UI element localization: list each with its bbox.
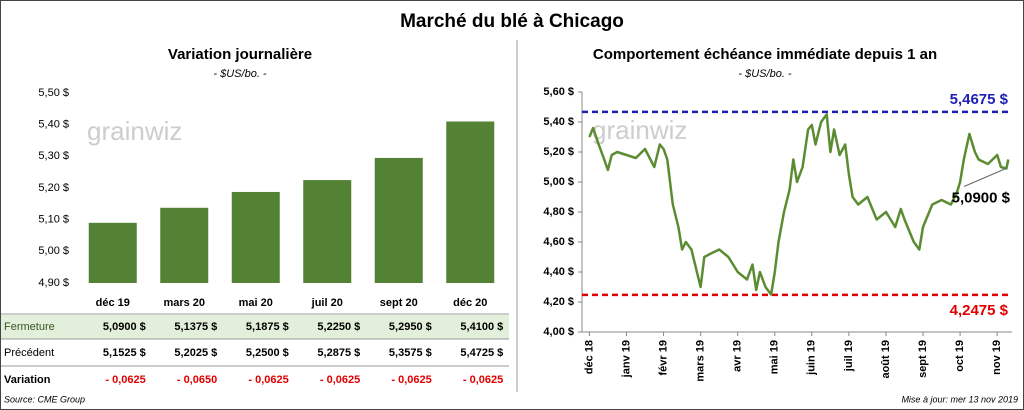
x-tick-label: déc 18: [583, 340, 595, 374]
x-tick-label: nov 19: [991, 340, 1003, 375]
x-tick-label: juil 19: [843, 340, 855, 372]
bar: [446, 121, 495, 283]
table-cell: 5,2250 $: [317, 321, 360, 333]
bar: [160, 207, 209, 283]
y-tick-label: 5,20 $: [543, 146, 574, 158]
x-tick-label: mars 19: [695, 340, 707, 382]
y-tick-label: 5,20 $: [38, 182, 69, 194]
y-tick-label: 4,60 $: [543, 236, 574, 248]
y-tick-label: 5,60 $: [543, 86, 574, 98]
x-tick-label: juin 19: [806, 340, 818, 376]
watermark: grainwiz: [592, 115, 687, 145]
table-highlight: [1, 315, 509, 339]
y-tick-label: 4,00 $: [543, 326, 574, 338]
table-cell: 5,2025 $: [174, 347, 217, 359]
x-tick-label: août 19: [880, 340, 892, 379]
reference-label: 5,4675 $: [950, 91, 1009, 108]
chart-title: Comportement échéance immédiate depuis 1…: [593, 46, 937, 63]
y-tick-label: 4,90 $: [38, 277, 69, 289]
x-tick-label: sept 20: [380, 297, 418, 309]
table-cell: 5,3575 $: [389, 347, 432, 359]
table-cell: 5,4100 $: [460, 321, 503, 333]
x-tick-label: janv 19: [620, 340, 632, 378]
bar: [374, 157, 423, 283]
x-tick-label: déc 19: [96, 297, 130, 309]
y-tick-label: 4,80 $: [543, 206, 574, 218]
x-tick-label: févr 19: [657, 340, 669, 375]
table-cell: 5,1525 $: [103, 347, 146, 359]
y-tick-label: 5,10 $: [38, 214, 69, 226]
table-cell: 5,4725 $: [460, 347, 503, 359]
line-series: [588, 113, 1010, 296]
table-cell: - 0,0625: [105, 374, 145, 386]
y-tick-label: 5,00 $: [543, 176, 574, 188]
x-tick-label: mai 20: [239, 297, 273, 309]
y-tick-label: 5,50 $: [38, 87, 69, 99]
row-label: Variation: [4, 374, 51, 386]
annotation-pointer: [963, 168, 1007, 187]
annotation-label: 5,0900 $: [952, 189, 1011, 206]
x-tick-label: avr 19: [732, 340, 744, 372]
page-title: Marché du blé à Chicago: [400, 11, 624, 32]
x-tick-label: mai 19: [769, 340, 781, 374]
row-label: Fermeture: [4, 321, 55, 333]
table-cell: 5,2875 $: [317, 347, 360, 359]
y-tick-label: 5,40 $: [38, 119, 69, 131]
table-cell: 5,1375 $: [174, 321, 217, 333]
bar: [88, 222, 137, 283]
y-tick-label: 5,00 $: [38, 245, 69, 257]
watermark: grainwiz: [87, 116, 182, 146]
y-tick-label: 5,30 $: [38, 150, 69, 162]
table-cell: - 0,0625: [463, 374, 503, 386]
table-cell: - 0,0625: [248, 374, 288, 386]
y-tick-label: 4,20 $: [543, 296, 574, 308]
x-tick-label: oct 19: [954, 340, 966, 372]
table-cell: 5,2950 $: [389, 321, 432, 333]
row-label: Précédent: [4, 347, 54, 359]
y-tick-label: 5,40 $: [543, 116, 574, 128]
x-tick-label: sept 19: [917, 340, 929, 378]
updated: Mise à jour: mer 13 nov 2019: [901, 394, 1018, 404]
table-cell: 5,0900 $: [103, 321, 146, 333]
x-tick-label: déc 20: [453, 297, 487, 309]
x-tick-label: mars 20: [163, 297, 205, 309]
table-cell: 5,2500 $: [246, 347, 289, 359]
reference-label: 4,2475 $: [950, 302, 1009, 319]
chart-subtitle: - $US/bo. -: [213, 68, 267, 80]
source: Source: CME Group: [4, 394, 85, 404]
table-cell: - 0,0625: [320, 374, 360, 386]
bar: [303, 180, 352, 283]
x-tick-label: juil 20: [311, 297, 343, 309]
table-cell: - 0,0625: [391, 374, 431, 386]
table-cell: 5,1875 $: [246, 321, 289, 333]
y-tick-label: 4,40 $: [543, 266, 574, 278]
bar: [231, 191, 280, 283]
chart-subtitle: - $US/bo. -: [738, 68, 792, 80]
chart-title: Variation journalière: [168, 46, 312, 63]
table-cell: - 0,0650: [177, 374, 217, 386]
